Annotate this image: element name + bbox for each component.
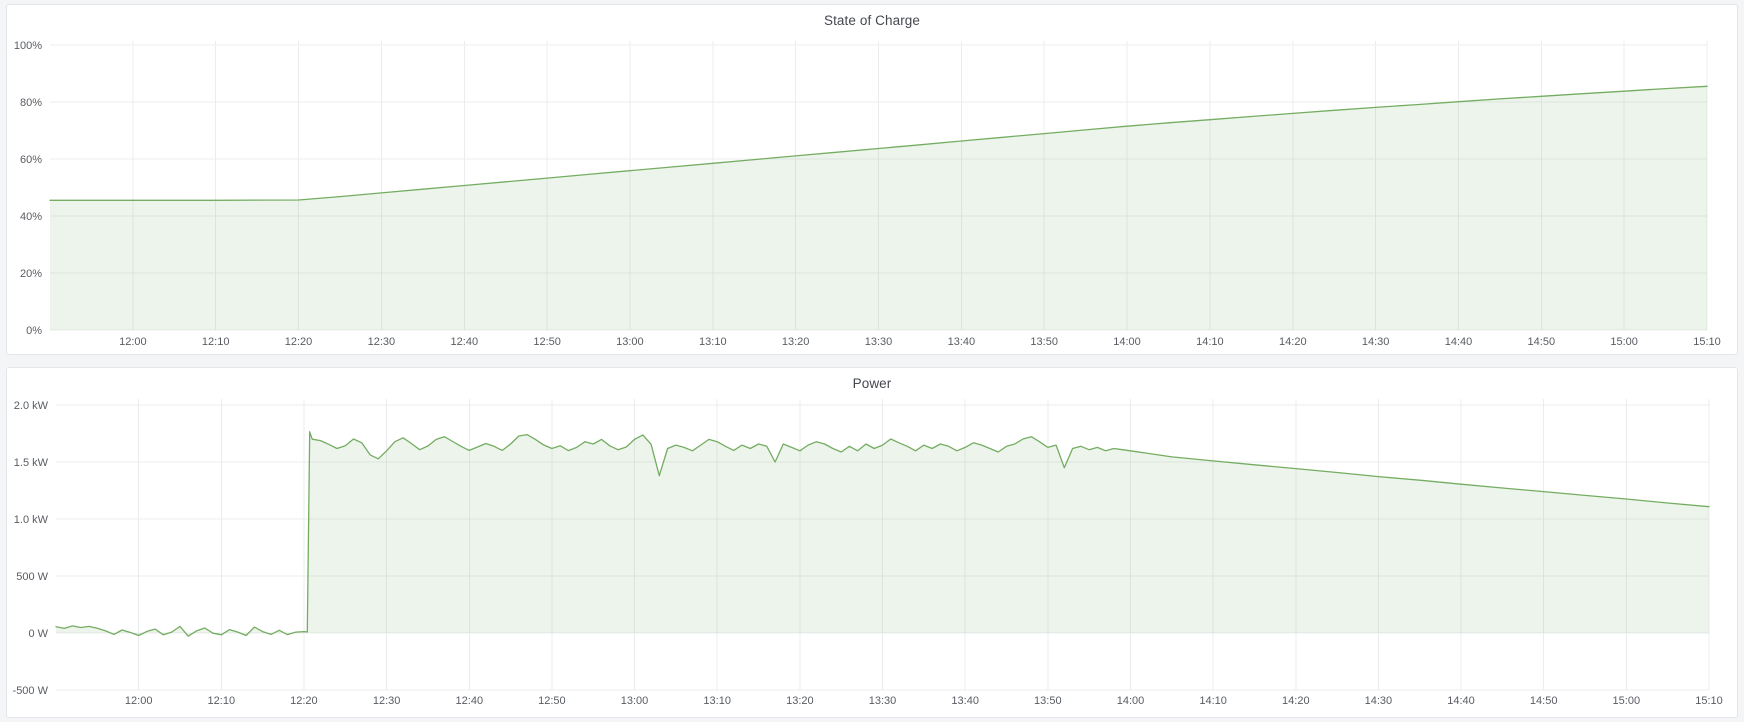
svg-text:14:10: 14:10 — [1196, 336, 1224, 348]
svg-text:80%: 80% — [20, 97, 42, 109]
svg-text:14:20: 14:20 — [1279, 336, 1307, 348]
y-axis-labels: 0% 20% 40% 60% 80% 100% — [14, 40, 42, 337]
svg-text:13:40: 13:40 — [948, 336, 976, 348]
svg-text:14:50: 14:50 — [1530, 695, 1558, 707]
svg-text:12:00: 12:00 — [125, 695, 153, 707]
svg-text:14:00: 14:00 — [1113, 336, 1141, 348]
series-line — [55, 431, 1710, 637]
svg-text:500 W: 500 W — [16, 571, 48, 583]
svg-text:15:10: 15:10 — [1693, 336, 1721, 348]
svg-text:-500 W: -500 W — [13, 685, 49, 697]
svg-text:14:00: 14:00 — [1117, 695, 1145, 707]
svg-text:15:00: 15:00 — [1613, 695, 1641, 707]
x-axis-labels: 12:00 12:10 12:20 12:30 12:40 12:50 13:00 13:10… — [125, 695, 1723, 707]
svg-text:12:30: 12:30 — [373, 695, 401, 707]
svg-text:12:30: 12:30 — [368, 336, 396, 348]
svg-text:1.5 kW: 1.5 kW — [14, 457, 49, 469]
panel-header-state-of-charge: State of Charge — [7, 5, 1737, 35]
svg-text:12:20: 12:20 — [290, 695, 318, 707]
svg-text:12:40: 12:40 — [451, 336, 479, 348]
svg-text:2.0 kW: 2.0 kW — [14, 400, 49, 412]
svg-text:12:20: 12:20 — [285, 336, 313, 348]
series-area-fill — [56, 431, 1709, 637]
svg-text:13:00: 13:00 — [621, 695, 649, 707]
svg-text:20%: 20% — [20, 268, 42, 280]
plot-area[interactable] — [56, 399, 1709, 690]
svg-text:13:10: 13:10 — [703, 695, 731, 707]
panel-power: Power -500 W 0 W 500 W 1.0 kW 1.5 kW 2.0 kW 12… — [6, 367, 1738, 718]
svg-text:40%: 40% — [20, 211, 42, 223]
svg-text:13:10: 13:10 — [699, 336, 727, 348]
svg-text:13:50: 13:50 — [1034, 695, 1062, 707]
state-of-charge-chart: 0% 20% 40% 60% 80% 100% 12:00 12:10 12:20 12:30 12… — [7, 35, 1737, 354]
svg-text:1.0 kW: 1.0 kW — [14, 514, 49, 526]
grid-lines — [50, 41, 1708, 331]
series-area-fill — [50, 86, 1707, 330]
svg-text:12:50: 12:50 — [533, 336, 561, 348]
x-axis-labels: 12:00 12:10 12:20 12:30 12:40 12:50 13:00 13:10… — [119, 336, 1721, 348]
svg-text:14:50: 14:50 — [1528, 336, 1556, 348]
panel-title-power[interactable]: Power — [852, 375, 892, 391]
svg-text:13:30: 13:30 — [865, 336, 893, 348]
svg-text:60%: 60% — [20, 154, 42, 166]
svg-text:12:40: 12:40 — [456, 695, 484, 707]
series-line — [49, 85, 1708, 201]
svg-text:12:00: 12:00 — [119, 336, 147, 348]
svg-text:13:20: 13:20 — [782, 336, 810, 348]
svg-text:14:30: 14:30 — [1365, 695, 1393, 707]
svg-text:12:10: 12:10 — [208, 695, 236, 707]
svg-text:15:00: 15:00 — [1610, 336, 1638, 348]
plot-area[interactable] — [50, 41, 1707, 330]
svg-text:14:20: 14:20 — [1282, 695, 1310, 707]
svg-text:0%: 0% — [26, 325, 42, 337]
state-of-charge-chart-svg: 0%20%40%60%80%100%12:00 12:10 12:20 12:30 12… — [14, 40, 1721, 348]
svg-text:13:20: 13:20 — [786, 695, 814, 707]
svg-text:100%: 100% — [14, 40, 42, 52]
svg-text:13:30: 13:30 — [869, 695, 897, 707]
svg-text:14:10: 14:10 — [1199, 695, 1227, 707]
svg-text:13:40: 13:40 — [951, 695, 979, 707]
panel-title-state-of-charge[interactable]: State of Charge — [823, 12, 921, 28]
panel-header-power: Power — [7, 368, 1737, 398]
y-axis-labels: -500 W 0 W 500 W 1.0 kW 1.5 kW 2.0 kW — [13, 400, 49, 697]
grid-lines — [56, 399, 1710, 691]
svg-text:14:40: 14:40 — [1445, 336, 1473, 348]
svg-text:0 W: 0 W — [28, 628, 48, 640]
panel-state-of-charge: State of Charge 0% 20% 40% 60% 80% 100% 12:00 1… — [6, 4, 1738, 355]
svg-text:15:10: 15:10 — [1695, 695, 1723, 707]
svg-text:13:00: 13:00 — [616, 336, 644, 348]
svg-text:14:40: 14:40 — [1447, 695, 1475, 707]
svg-text:14:30: 14:30 — [1362, 336, 1390, 348]
svg-text:12:10: 12:10 — [202, 336, 230, 348]
svg-text:13:50: 13:50 — [1030, 336, 1058, 348]
svg-text:12:50: 12:50 — [538, 695, 566, 707]
